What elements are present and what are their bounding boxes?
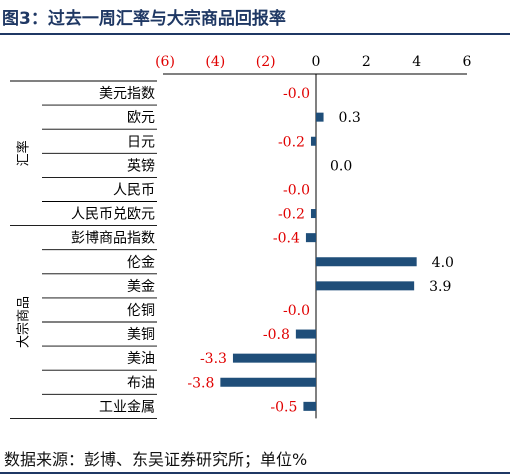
bar <box>232 353 316 363</box>
bar <box>310 136 316 146</box>
source-note: 数据来源：彭博、东吴证券研究所；单位% <box>4 450 308 469</box>
bar <box>316 281 415 291</box>
data-label: -3.3 <box>200 351 227 367</box>
data-label: 4.0 <box>432 255 454 271</box>
bar <box>316 112 324 122</box>
data-label: -0.2 <box>278 134 305 150</box>
bar <box>295 329 316 339</box>
title-rule <box>0 33 510 35</box>
data-label: -3.8 <box>187 375 214 391</box>
category-label: 美元指数 <box>99 86 155 102</box>
figure-title: 图3：过去一周汇率与大宗商品回报率 <box>2 9 286 29</box>
bar <box>310 209 316 219</box>
data-label: -0.2 <box>278 207 305 223</box>
group-label: 汇率 <box>16 140 32 166</box>
group-label: 大宗商品 <box>16 296 32 348</box>
category-label: 伦铜 <box>127 303 155 319</box>
category-label: 彭博商品指数 <box>71 230 155 247</box>
data-label: -0.4 <box>273 231 300 247</box>
bar <box>305 233 316 243</box>
bar <box>303 401 316 411</box>
x-tick-label: 0 <box>312 54 321 70</box>
data-label: -0.0 <box>283 182 310 198</box>
data-label: -0.8 <box>263 327 290 343</box>
category-label: 欧元 <box>127 110 155 126</box>
data-label: -0.0 <box>283 86 310 102</box>
category-label: 日元 <box>127 134 155 150</box>
data-label: 3.9 <box>429 279 451 295</box>
bar <box>316 257 417 267</box>
data-label: 0.3 <box>339 110 361 126</box>
data-label: 0.0 <box>330 158 352 174</box>
x-tick-label: (6) <box>155 54 175 70</box>
category-label: 美铜 <box>127 327 155 343</box>
x-tick-label: (2) <box>256 54 276 70</box>
category-label: 工业金属 <box>99 399 155 415</box>
x-tick-label: 6 <box>463 54 472 70</box>
category-label: 布油 <box>127 375 155 391</box>
category-label: 美金 <box>127 279 155 295</box>
data-label: -0.0 <box>283 303 310 319</box>
x-tick-label: 2 <box>362 54 371 70</box>
category-label: 美油 <box>127 351 155 367</box>
category-label: 英镑 <box>127 157 155 174</box>
bar <box>220 377 316 387</box>
x-tick-label: (4) <box>205 54 225 70</box>
category-label: 人民币兑欧元 <box>71 207 155 223</box>
bar-chart: (6) (4) (2) 0 2 4 6 美元指数 -0.0 欧元 0.3 日元 -0.2 英镑 0.0 人民币… <box>10 54 472 419</box>
x-tick-label: 4 <box>412 54 421 70</box>
data-label: -0.5 <box>270 399 297 415</box>
bottom-rule <box>0 472 510 474</box>
category-label: 人民币 <box>113 182 155 198</box>
category-label: 伦金 <box>127 255 155 271</box>
